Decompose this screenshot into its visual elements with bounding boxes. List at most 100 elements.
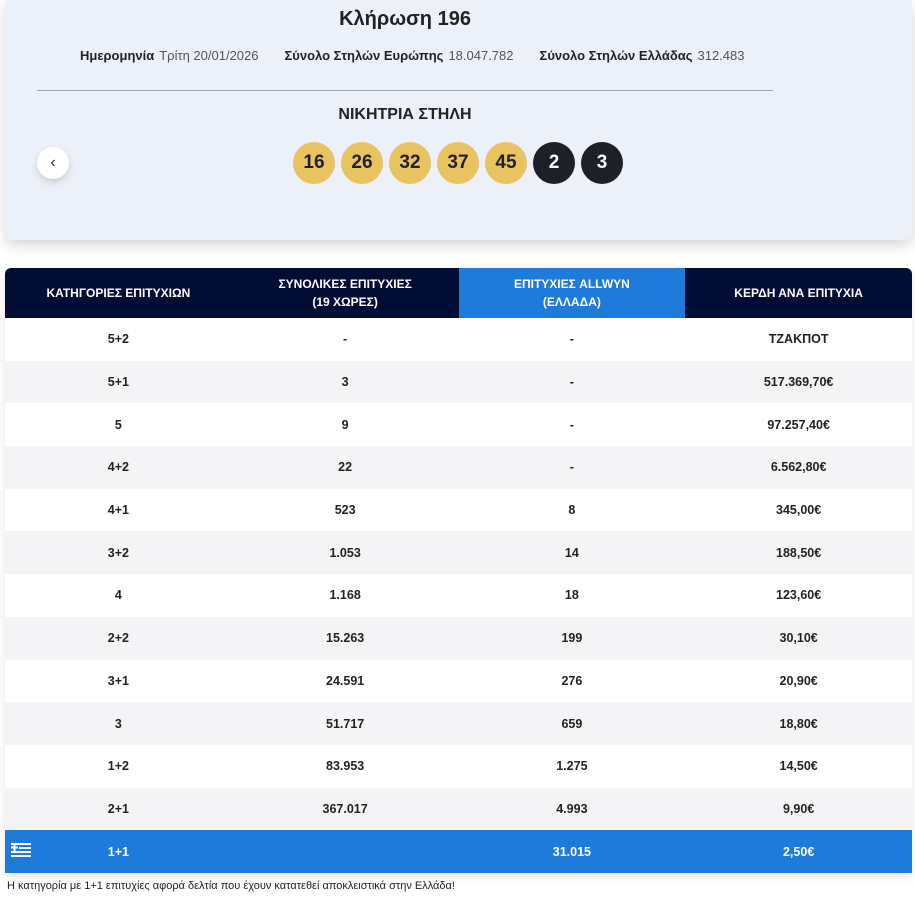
- footnote: Η κατηγορία με 1+1 επιτυχίες αφορά δελτί…: [7, 880, 455, 892]
- table-row: 4+2 22 - 6.562,80€: [5, 446, 912, 489]
- info-item: Ημερομηνία Τρίτη 20/01/2026: [80, 48, 259, 63]
- cell: 5+2: [107, 332, 129, 347]
- table-row: 3+1 24.591 276 20,90€: [5, 660, 912, 703]
- info-value: 18.047.782: [448, 48, 514, 63]
- table-row: 5+2 - - ΤΖΑΚΠΟΤ: [5, 318, 912, 361]
- info-value: 312.483: [697, 48, 745, 63]
- cell: 51.717: [326, 716, 365, 731]
- cell: 97.257,40€: [767, 417, 830, 432]
- info-item: Σύνολο Στηλών Ελλάδας 312.483: [540, 48, 745, 63]
- cell: 6.562,80€: [770, 460, 827, 475]
- cell: 3+2: [107, 545, 129, 560]
- table-row: 5+1 3 - 517.369,70€: [5, 360, 912, 404]
- cell: 1+2: [107, 759, 129, 774]
- table-row: 4 1.168 18 123,60€: [5, 574, 912, 617]
- cell: 3: [114, 716, 122, 731]
- cell: 517.369,70€: [763, 375, 834, 390]
- number-ball: 26: [341, 142, 383, 184]
- cell: 2+2: [107, 631, 129, 646]
- cell: 367.017: [322, 801, 368, 816]
- cell: 1.275: [556, 759, 588, 774]
- cell: 30,10€: [779, 631, 818, 646]
- table-row: 2+2 15.263 199 30,10€: [5, 616, 912, 660]
- header-cell: ΣΥΝΟΛΙΚΕΣ ΕΠΙΤΥΧΙΕΣ (19 ΧΩΡΕΣ): [232, 268, 459, 318]
- results-table: ΚΑΤΗΓΟΡΙΕΣ ΕΠΙΤΥΧΙΩΝ ΣΥΝΟΛΙΚΕΣ ΕΠΙΤΥΧΙΕΣ …: [5, 268, 912, 873]
- cell: 5: [114, 417, 122, 432]
- icon: [11, 843, 31, 858]
- star-ball: 2: [533, 142, 575, 184]
- cell: -: [343, 332, 348, 347]
- cell: 31.015: [552, 844, 591, 859]
- number-ball: 45: [485, 142, 527, 184]
- cell: 659: [561, 716, 583, 731]
- info-label: Σύνολο Στηλών Ελλάδας: [539, 48, 693, 63]
- cell: 2,50€: [782, 844, 815, 859]
- cell: 20,90€: [779, 673, 818, 688]
- cell: 8: [568, 503, 576, 518]
- greece-icon: [11, 842, 31, 863]
- cell: 1.053: [329, 545, 361, 560]
- winning-title: ΝΙΚΗΤΡΙΑ ΣΤΗΛΗ: [338, 106, 472, 123]
- cell: 4: [114, 588, 122, 603]
- info-item: Σύνολο Στηλών Ευρώπης 18.047.782: [285, 48, 514, 63]
- table-row: 1+1 31.015 2,50€: [5, 830, 912, 873]
- info-label: Σύνολο Στηλών Ευρώπης: [284, 48, 444, 63]
- cell: 18,80€: [779, 716, 818, 731]
- cell: 24.591: [326, 673, 365, 688]
- table-row: 5 9 - 97.257,40€: [5, 403, 912, 446]
- cell: 199: [561, 631, 583, 646]
- cell: ΤΖΑΚΠΟΤ: [768, 332, 829, 347]
- number-ball: 32: [389, 142, 431, 184]
- header-cell: ΚΑΤΗΓΟΡΙΕΣ ΕΠΙΤΥΧΙΩΝ: [5, 268, 232, 318]
- cell: 4+1: [107, 503, 129, 518]
- cell: 3: [341, 375, 349, 390]
- cell: 523: [334, 503, 356, 518]
- table-row: 1+2 83.953 1.275 14,50€: [5, 745, 912, 788]
- cell: 5+1: [107, 375, 129, 390]
- draw-card: Κλήρωση 196 Ημερομηνία Τρίτη 20/01/2026 Σύ…: [5, 0, 912, 240]
- cell: -: [569, 332, 574, 347]
- header-text: ΕΠΙΤΥΧΙΕΣ ALLWYN (ΕΛΛΑΔΑ): [513, 277, 630, 309]
- info-value: Τρίτη 20/01/2026: [159, 48, 259, 63]
- cell: -: [569, 460, 574, 475]
- header-cell: ΕΠΙΤΥΧΙΕΣ ALLWYN (ΕΛΛΑΔΑ): [458, 268, 686, 318]
- cell: 3+1: [107, 673, 129, 688]
- cell: 1+1: [107, 844, 129, 859]
- table-row: 3+2 1.053 14 188,50€: [5, 531, 912, 575]
- draw-info: Ημερομηνία Τρίτη 20/01/2026 Σύνολο Στηλών …: [80, 48, 745, 63]
- draw-title: Κλήρωση 196: [339, 8, 471, 30]
- header-text: ΚΑΤΗΓΟΡΙΕΣ ΕΠΙΤΥΧΙΩΝ: [46, 286, 191, 300]
- cell: 4.993: [556, 801, 588, 816]
- balls: 16 26 32 37 45 2 3: [293, 142, 623, 184]
- prev-button[interactable]: ‹: [37, 147, 69, 179]
- cell: -: [569, 417, 574, 432]
- cell: 14,50€: [779, 759, 818, 774]
- header-text: ΚΕΡΔΗ ΑΝΑ ΕΠΙΤΥΧΙΑ: [734, 286, 863, 300]
- cell: 4+2: [107, 460, 129, 475]
- cell: 9: [341, 417, 349, 432]
- cell: 2+1: [107, 801, 129, 816]
- table-row: 3 51.717 659 18,80€: [5, 702, 912, 745]
- number-ball: 16: [293, 142, 335, 184]
- cell: 276: [561, 673, 583, 688]
- cell: 123,60€: [776, 588, 822, 603]
- header-cell: ΚΕΡΔΗ ΑΝΑ ΕΠΙΤΥΧΙΑ: [685, 268, 912, 318]
- cell: -: [569, 375, 574, 390]
- info-label: Ημερομηνία: [80, 48, 155, 63]
- table-row: 4+1 523 8 345,00€: [5, 489, 912, 532]
- table-header: ΚΑΤΗΓΟΡΙΕΣ ΕΠΙΤΥΧΙΩΝ ΣΥΝΟΛΙΚΕΣ ΕΠΙΤΥΧΙΕΣ …: [5, 268, 912, 318]
- cell: 188,50€: [776, 545, 822, 560]
- table-row: 2+1 367.017 4.993 9,90€: [5, 787, 912, 831]
- divider: [37, 90, 773, 91]
- cell: 22: [338, 460, 353, 475]
- cell: 83.953: [326, 759, 365, 774]
- cell: 1.168: [329, 588, 361, 603]
- cell: 9,90€: [782, 801, 815, 816]
- header-text: ΣΥΝΟΛΙΚΕΣ ΕΠΙΤΥΧΙΕΣ (19 ΧΩΡΕΣ): [278, 277, 412, 309]
- cell: 345,00€: [776, 503, 822, 518]
- cell: 14: [564, 545, 579, 560]
- cell: 18: [564, 588, 579, 603]
- cell: 15.263: [326, 631, 365, 646]
- star-ball: 3: [581, 142, 623, 184]
